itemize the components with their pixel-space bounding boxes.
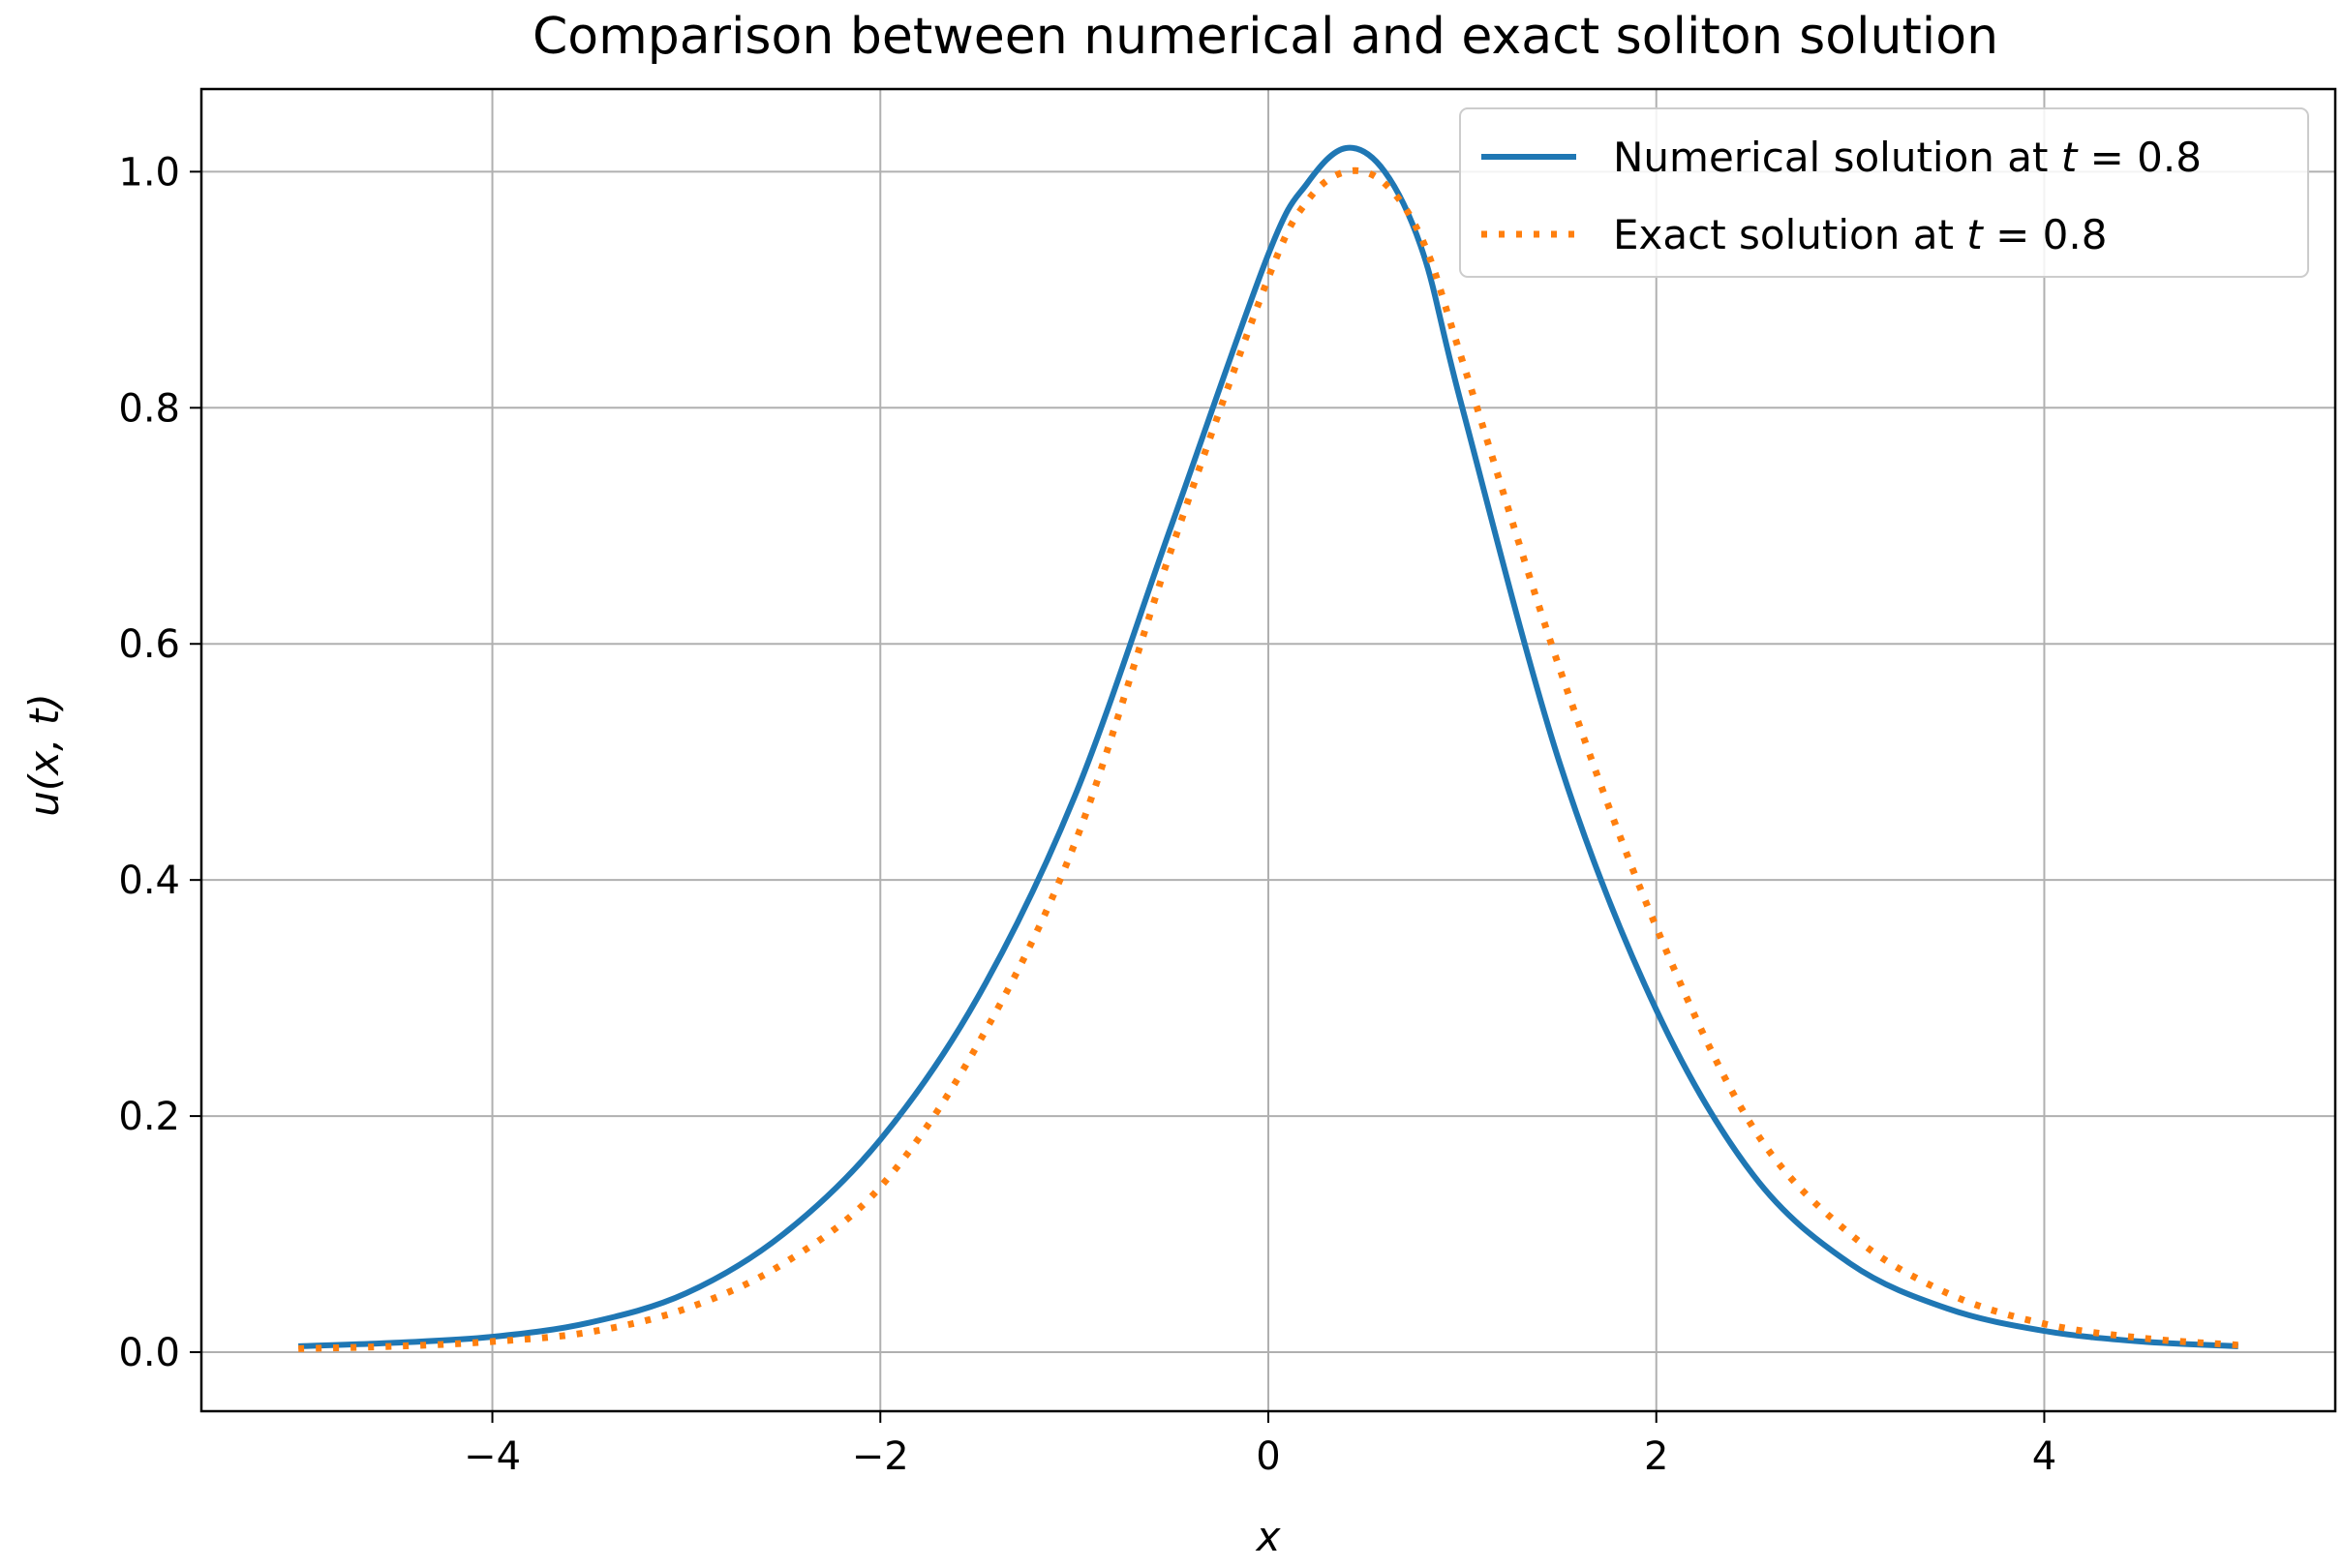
y-tick-label: 0.8: [118, 386, 180, 431]
x-tick-label: 2: [1644, 1434, 1668, 1479]
x-tick-label: 4: [2032, 1434, 2056, 1479]
legend-box: [1459, 107, 2309, 278]
y-axis-label: u(x, t): [20, 693, 68, 816]
chart-title: Comparison between numerical and exact s…: [532, 8, 1998, 66]
numerical-solution-line: [298, 144, 2238, 1349]
y-tick-label: 0.4: [118, 859, 180, 903]
x-tick-label: −4: [464, 1434, 521, 1479]
x-axis-label: x: [1255, 1513, 1282, 1560]
x-tick-label: −2: [852, 1434, 909, 1479]
legend-label: Exact solution at t = 0.8: [1613, 211, 2107, 258]
y-tick-label: 0.6: [118, 622, 180, 667]
legend-label: Numerical solution at t = 0.8: [1613, 134, 2202, 181]
x-tick-label: 0: [1256, 1434, 1280, 1479]
y-tick-label: 0.0: [118, 1331, 180, 1375]
y-tick-label: 0.2: [118, 1095, 180, 1139]
series-layer: [298, 144, 2239, 1352]
axis-ticks: −4 −2 0 2 4 0.0 0.2 0.4 0.6 0.8 1.0: [118, 150, 2056, 1479]
legend: Numerical solution at t = 0.8 Exact solut…: [1459, 107, 2309, 278]
y-tick-label: 1.0: [118, 150, 180, 195]
exact-solution-line: [298, 166, 2239, 1352]
